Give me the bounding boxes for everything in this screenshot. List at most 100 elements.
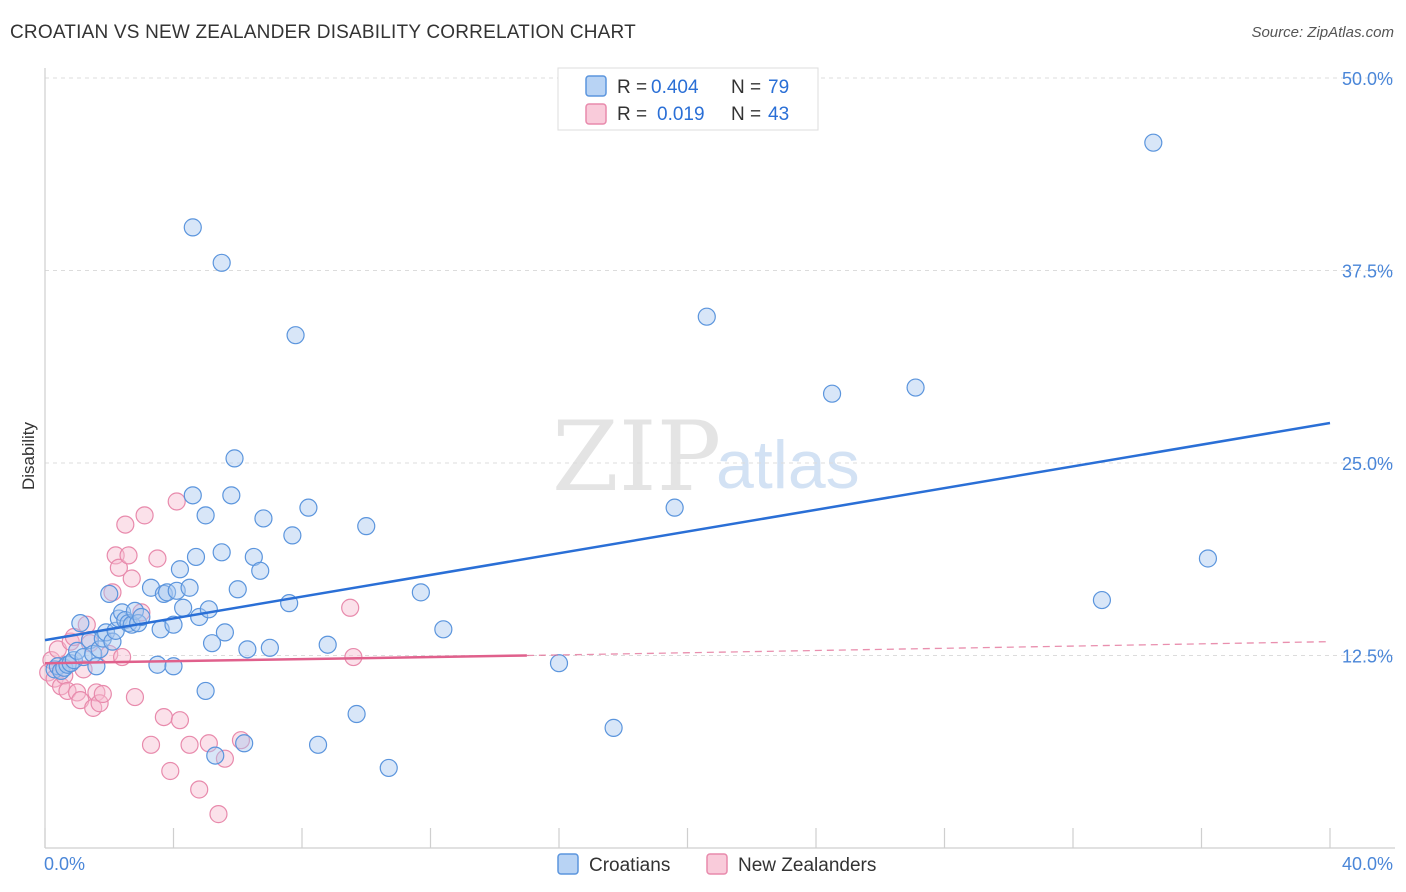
y-tick-label: 50.0% [1342, 69, 1393, 89]
croatians-point [1092, 590, 1112, 610]
new-zealanders-point [161, 761, 180, 781]
croatians-point [196, 506, 215, 525]
y-tick-label: 25.0% [1342, 454, 1393, 474]
croatians-point [1144, 133, 1163, 152]
new-zealanders-point [87, 683, 106, 702]
legend-swatch-croatians [585, 75, 607, 97]
croatians-point [238, 640, 257, 659]
watermark-atlas: atlas [716, 427, 860, 503]
y-tick-label: 12.5% [1342, 647, 1393, 667]
croatians-point [183, 218, 202, 237]
new-zealanders-point [119, 546, 138, 565]
series-label-croatians: Croatians [589, 855, 670, 876]
new-zealanders-point [167, 492, 186, 511]
croatians-point [199, 600, 218, 619]
new-zealanders-point [135, 506, 154, 525]
legend-r-value-croatians: 0.404 [651, 77, 699, 98]
croatians-point [202, 634, 222, 653]
croatians-points [45, 133, 1218, 778]
legend-n-value-new-zealanders: 43 [768, 104, 789, 125]
croatians-point [318, 635, 337, 654]
legend-r-label-new-zealanders: R = [617, 104, 647, 125]
gridlines [45, 77, 1395, 656]
new-zealanders-point [231, 731, 251, 750]
x-tick-label: 40.0% [1342, 854, 1393, 874]
croatians-point [87, 657, 106, 676]
legend-r-label-croatians: R = [617, 77, 647, 98]
croatians-point [906, 378, 925, 397]
croatians-point [347, 704, 366, 724]
croatians-point [212, 543, 231, 562]
croatians-point [186, 547, 206, 567]
croatians-point [222, 486, 241, 505]
new-zealanders-point [180, 735, 199, 754]
y-axis-label: Disability [19, 421, 38, 490]
new-zealanders-point [148, 549, 167, 568]
legend-swatch-new-zealanders [585, 103, 607, 125]
axes [44, 68, 1395, 849]
tick-labels: 12.5% 25.0% 37.5% 50.0% 0.0% 40.0% [44, 69, 1393, 874]
x-tick-label: 0.0% [44, 854, 85, 874]
croatians-point [225, 449, 244, 468]
correlation-legend: R = 0.404 N = 79 R = 0.019 N = 43 [557, 67, 819, 131]
croatians-point [206, 746, 225, 765]
new-zealanders-point [122, 569, 141, 588]
croatians-point [697, 307, 716, 326]
croatians-point [212, 253, 231, 272]
croatians-point [379, 758, 398, 778]
croatians-point [228, 580, 247, 599]
trend-lines [44, 421, 1331, 665]
croatians-point [71, 614, 90, 633]
croatians-point [215, 623, 234, 642]
croatians-point [164, 615, 183, 634]
croatians-trend-line [44, 421, 1331, 642]
new-zealanders-point [190, 780, 209, 799]
croatians-point [549, 654, 569, 673]
croatians-point [604, 718, 623, 737]
croatians-point [251, 561, 270, 580]
chart-title: CROATIAN VS NEW ZEALANDER DISABILITY COR… [10, 22, 636, 43]
croatians-point [254, 509, 273, 528]
new-zealanders-trend-extension [526, 640, 1331, 657]
croatians-point [308, 735, 328, 754]
new-zealanders-point [116, 515, 135, 534]
croatians-point [100, 584, 119, 604]
new-zealanders-point [109, 558, 128, 577]
new-zealanders-point [170, 711, 190, 730]
new-zealanders-point [93, 684, 112, 704]
new-zealanders-point [132, 603, 151, 622]
croatians-point [148, 655, 167, 674]
legend-r-value-new-zealanders: 0.019 [657, 104, 705, 125]
watermark-zip: ZIP [552, 401, 721, 513]
croatians-point [1198, 549, 1218, 568]
series-swatch-croatians [557, 853, 579, 875]
new-zealanders-point [154, 707, 173, 727]
croatians-point [183, 486, 202, 505]
croatians-point [196, 681, 215, 701]
legend-n-value-croatians: 79 [768, 77, 789, 98]
croatians-point [174, 598, 193, 617]
series-label-new-zealanders: New Zealanders [738, 855, 876, 876]
croatians-point [260, 638, 279, 657]
croatians-point [170, 560, 190, 579]
croatians-point [665, 498, 684, 517]
new-zealanders-point [341, 598, 360, 617]
source-label: Source: ZipAtlas.com [1251, 24, 1394, 41]
new-zealanders-point [209, 805, 228, 824]
croatians-point [299, 498, 318, 517]
croatians-point [357, 517, 376, 536]
legend-n-label-croatians: N = [731, 77, 761, 98]
croatians-point [180, 578, 199, 597]
croatians-point [283, 526, 302, 545]
legend-n-label-new-zealanders: N = [731, 104, 761, 125]
new-zealanders-point [141, 735, 161, 754]
croatians-point [103, 632, 122, 651]
croatians-point [822, 384, 842, 403]
croatians-point [411, 583, 430, 602]
y-tick-label: 37.5% [1342, 262, 1393, 282]
croatians-point [132, 607, 151, 627]
series-swatch-new-zealanders [706, 853, 728, 875]
croatians-point [235, 734, 254, 753]
new-zealanders-point [125, 687, 145, 707]
